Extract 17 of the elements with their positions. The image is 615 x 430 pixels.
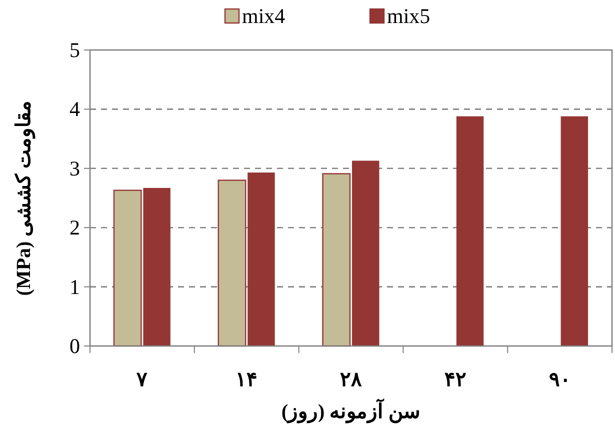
y-tick-label: 0 (70, 334, 80, 358)
legend-label: mix5 (387, 4, 430, 28)
y-tick-label: 1 (70, 274, 80, 299)
legend-label: mix4 (242, 4, 286, 28)
y-tick-label: 2 (70, 216, 80, 240)
bar (560, 116, 588, 346)
x-tick-label: ۴۲ (444, 369, 466, 391)
x-tick-label: ۷ (136, 369, 148, 391)
bar (456, 116, 484, 346)
x-axis-title: سن آزمونه (روز) (281, 398, 421, 424)
y-axis-title: مقاومت کششی (MPa) (13, 100, 36, 296)
x-tick-label: ۱۴ (236, 369, 258, 391)
y-tick-label: 4 (70, 97, 80, 122)
x-tick-label: ۲۸ (340, 369, 362, 391)
x-tick-label: ۹۰ (548, 369, 571, 391)
y-tick-label: 3 (70, 156, 80, 180)
y-tick-label: 5 (70, 38, 80, 62)
